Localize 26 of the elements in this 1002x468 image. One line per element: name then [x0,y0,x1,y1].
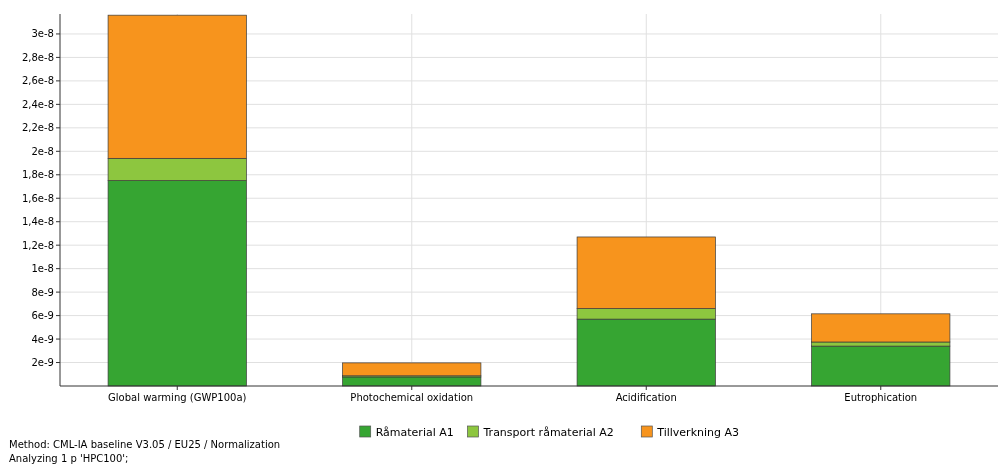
y-tick-label: 1,2e-8 [21,239,54,251]
bar [342,362,482,377]
bar [811,313,951,343]
y-tick-label: 8e-9 [31,286,54,298]
y-tick-label: 3e-8 [31,28,54,40]
y-tick-label: 1,6e-8 [21,192,54,204]
text: Method: CML-IA baseline V3.05 / EU25 / Normalization [9,439,281,450]
legend-label: Transport råmaterial A2 [482,425,614,439]
legend-label: Råmaterial A1 [375,425,454,439]
y-tick-label: 2e-9 [31,357,54,369]
y-tick-label: 1,4e-8 [21,216,54,228]
legend-label: Tillverkning A3 [656,425,740,439]
y-tick-label: 6e-9 [31,310,54,322]
y-tick-label: 1e-8 [31,263,54,275]
text: Analyzing 1 p 'HPC100'; [9,453,129,464]
x-tick-label: Eutrophication [844,392,918,403]
x-tick-label: Acidification [615,392,677,403]
x-tick-label: Global warming (GWP100a) [108,392,247,403]
y-tick-label: 2,4e-8 [21,98,54,110]
x-tick-label: Photochemical oxidation [350,392,474,403]
y-tick-label: 1,8e-8 [21,169,54,181]
y-tick-label: 2,2e-8 [21,122,54,134]
y-tick-label: 2,6e-8 [21,75,54,87]
y-tick-label: 2,8e-8 [21,51,54,63]
y-tick-label: 4e-9 [31,333,54,345]
y-tick-label: 2e-8 [31,145,54,157]
